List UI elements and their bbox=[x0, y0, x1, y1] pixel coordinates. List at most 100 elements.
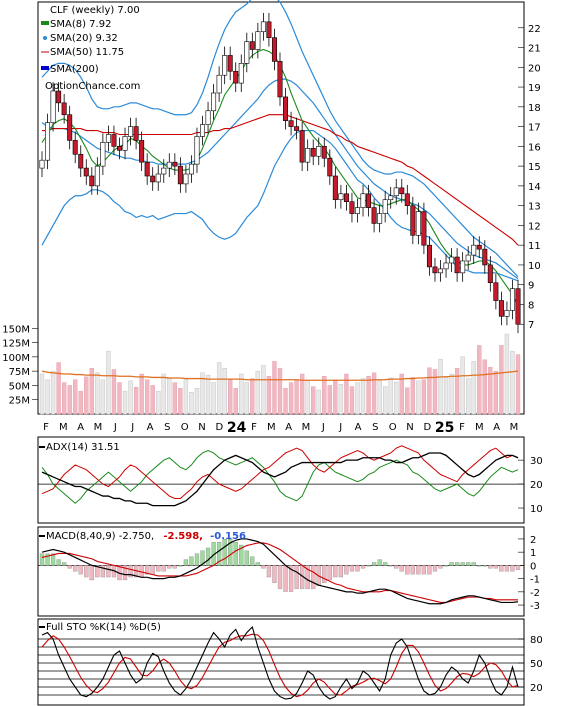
candle-body bbox=[382, 199, 388, 214]
volume-bar bbox=[493, 370, 499, 415]
macd-histogram-bar bbox=[106, 565, 111, 578]
macd-histogram-bar bbox=[183, 559, 189, 566]
macd-tick-label: 0 bbox=[530, 561, 536, 572]
price-tick-label: 12 bbox=[528, 221, 541, 232]
macd-histogram-bar bbox=[161, 565, 166, 572]
volume-bar bbox=[89, 368, 94, 415]
volume-bar bbox=[499, 345, 504, 415]
price-tick-label: 21 bbox=[528, 44, 541, 55]
x-axis-label: M bbox=[59, 422, 68, 433]
volume-bar bbox=[161, 373, 166, 415]
macd-histogram-bar bbox=[89, 565, 94, 581]
candle-body bbox=[410, 205, 416, 236]
macd-histogram-bar bbox=[122, 565, 128, 581]
macd-histogram-bar bbox=[67, 565, 72, 569]
macd-histogram-bar bbox=[62, 562, 67, 566]
candle-body bbox=[89, 175, 95, 187]
candle-body bbox=[238, 63, 244, 84]
macd-histogram-bar bbox=[277, 565, 283, 589]
candle-body bbox=[371, 207, 377, 224]
candle-body bbox=[233, 70, 239, 84]
macd-histogram-bar bbox=[239, 544, 244, 566]
watermark: OptionChance.com bbox=[45, 81, 140, 92]
macd-histogram-bar bbox=[349, 565, 355, 572]
adx-label-swatch bbox=[39, 446, 45, 448]
volume-bar bbox=[211, 382, 216, 415]
macd-histogram-bar bbox=[172, 565, 177, 569]
candle-body bbox=[260, 21, 266, 33]
macd-histogram-bar bbox=[366, 565, 371, 567]
adx-panel-frame bbox=[37, 436, 525, 524]
candle-body bbox=[493, 282, 499, 301]
volume-bar bbox=[443, 376, 449, 415]
volume-bar bbox=[39, 373, 45, 415]
candle-body bbox=[415, 211, 421, 236]
volume-bar bbox=[84, 376, 89, 415]
volume-bar bbox=[377, 380, 382, 415]
x-axis-label: A bbox=[285, 422, 292, 433]
candle-body bbox=[116, 146, 122, 151]
volume-bar bbox=[410, 377, 416, 415]
macd-line bbox=[41, 538, 519, 605]
macd-label: MACD(8,40,9) -2.750, -2.598, -0.156 bbox=[46, 531, 246, 542]
macd-histogram-bar bbox=[156, 565, 161, 572]
candle-body bbox=[426, 244, 432, 268]
legend-swatch-sma8 bbox=[41, 21, 49, 25]
volume-bar bbox=[266, 376, 272, 415]
macd-histogram-bar bbox=[488, 565, 493, 569]
candle-body bbox=[211, 92, 217, 112]
volume-bar bbox=[454, 368, 460, 415]
price-tick-label: 15 bbox=[528, 162, 541, 173]
macd-panel-frame bbox=[37, 526, 525, 617]
volume-bar bbox=[244, 382, 249, 415]
legend-sma50: SMA(50) 11.75 bbox=[50, 47, 124, 58]
volume-bar bbox=[394, 381, 399, 415]
x-axis-label: M bbox=[267, 422, 276, 433]
macd-histogram-bar bbox=[410, 565, 415, 575]
volume-bar bbox=[239, 373, 244, 415]
x-axis-label: A bbox=[493, 422, 500, 433]
macd-histogram-bar bbox=[344, 565, 349, 575]
volume-bar bbox=[156, 390, 161, 415]
candle-body bbox=[343, 193, 349, 202]
macd-histogram-bar bbox=[416, 565, 421, 575]
macd-histogram-bar bbox=[383, 562, 388, 566]
x-axis-label: F bbox=[251, 422, 257, 433]
volume-tick-label: 50M bbox=[9, 381, 30, 392]
legend-sma8: SMA(8) 7.92 bbox=[50, 19, 111, 30]
macd-histogram-bar bbox=[460, 562, 465, 566]
adx-line bbox=[41, 452, 519, 507]
candle-body bbox=[150, 175, 156, 183]
candle-body bbox=[128, 126, 134, 137]
volume-bar bbox=[67, 385, 72, 415]
volume-bar bbox=[233, 388, 238, 415]
x-axis-label: A bbox=[77, 422, 84, 433]
candle-body bbox=[332, 175, 338, 201]
candle-body bbox=[227, 55, 233, 72]
macd-histogram-bar bbox=[360, 565, 366, 569]
legend-sma200: SMA(200) bbox=[50, 64, 99, 75]
volume-bar bbox=[78, 390, 83, 415]
candle-body bbox=[354, 207, 360, 214]
candle-body bbox=[139, 140, 145, 163]
macd-histogram-bar bbox=[466, 562, 471, 566]
volume-tick-label: 25M bbox=[9, 396, 30, 407]
volume-bar bbox=[61, 382, 67, 415]
macd-histogram-bar bbox=[100, 565, 106, 578]
x-axis-label: A bbox=[147, 422, 154, 433]
price-tick-label: 14 bbox=[528, 182, 541, 193]
candle-body bbox=[72, 140, 78, 155]
macd-histogram-bar bbox=[272, 565, 277, 583]
adx-minus-di-line bbox=[41, 445, 519, 499]
candle-body bbox=[249, 41, 255, 50]
volume-bar bbox=[371, 372, 377, 415]
adx-tick-label: 20 bbox=[530, 480, 543, 491]
volume-bar bbox=[471, 361, 476, 415]
candle-body bbox=[177, 165, 183, 185]
macd-histogram-bar bbox=[510, 565, 515, 572]
macd-histogram-bar bbox=[255, 562, 260, 566]
candle-body bbox=[133, 126, 139, 141]
volume-bar bbox=[466, 378, 471, 415]
legend-swatch-sma200 bbox=[41, 66, 49, 70]
macd-histogram-bar bbox=[222, 539, 227, 566]
